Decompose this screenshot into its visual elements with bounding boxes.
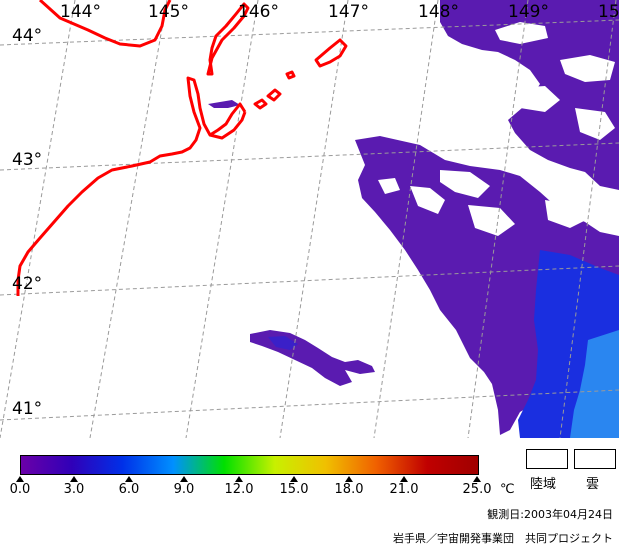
lat-label-41: 41°	[12, 399, 43, 419]
colorbar-tick-3	[70, 476, 78, 482]
lat-label-44: 44°	[12, 26, 43, 46]
parallel-42	[0, 265, 619, 296]
lon-label-148: 148°	[418, 2, 459, 22]
temperature-colorbar	[20, 455, 479, 475]
meridian-147	[279, 0, 349, 438]
parallel-41	[0, 389, 619, 421]
colorbar-label-18: 18.0	[334, 482, 364, 497]
colorbar-tick-6	[125, 476, 133, 482]
land-legend-label: 陸域	[530, 477, 557, 492]
sst-region-upper-right	[440, 0, 619, 190]
lon-label-150: 15	[598, 2, 619, 22]
lon-label-149: 149°	[508, 2, 549, 22]
cloud-gap-8	[545, 200, 590, 228]
hokkaido-east-cape	[209, 111, 247, 140]
cloud-legend-swatch	[574, 449, 616, 469]
meridian-150	[559, 0, 617, 438]
cloud-gap-5	[440, 170, 490, 198]
lon-label-147: 147°	[328, 2, 369, 22]
colorbar-label-12: 12.0	[224, 482, 254, 497]
colorbar-label-25: 25.0	[462, 482, 492, 497]
cloud-gap-1	[495, 22, 548, 44]
sst-region-small-core	[268, 336, 298, 350]
meridian-149	[467, 0, 529, 438]
colorbar-tick-9	[180, 476, 188, 482]
sea-surface-temperature-layer	[208, 0, 619, 438]
parallel-43	[0, 142, 619, 171]
meridian-148	[373, 0, 439, 438]
lon-label-146: 146°	[238, 2, 279, 22]
kunashiri-islet-3	[285, 70, 296, 80]
colorbar-tick-0	[16, 476, 24, 482]
colorbar-label-6: 6.0	[118, 482, 140, 497]
sst-region-nemuro-patch	[208, 100, 240, 108]
cloud-gap-7	[468, 205, 515, 236]
cloud-gap-6	[410, 186, 445, 214]
cloud-gap-3	[515, 86, 560, 112]
colorbar-label-15: 15.0	[279, 482, 309, 497]
kunashiri-islet-2	[266, 88, 282, 102]
shiretoko-peninsula	[206, 2, 250, 76]
colorbar-tick-21	[400, 476, 408, 482]
colorbar-label-0: 0.0	[9, 482, 31, 497]
colorbar-tick-25	[473, 476, 481, 482]
coastline	[16, 0, 348, 296]
parallel-44	[0, 19, 619, 46]
colorbar-tick-18	[345, 476, 353, 482]
colorbar-label-21: 21.0	[389, 482, 419, 497]
kunashiri-islet-1	[253, 98, 268, 110]
credit-line: 岩手県／宇宙開発事業団 共同プロジェクト	[393, 532, 613, 545]
lon-label-145: 145°	[148, 2, 189, 22]
hokkaido-north-coast	[38, 0, 172, 48]
cloud-gap-4	[575, 108, 615, 140]
colorbar-label-3: 3.0	[63, 482, 85, 497]
land-legend-swatch	[526, 449, 568, 469]
meridian-146	[185, 0, 259, 438]
colorbar-label-9: 9.0	[173, 482, 195, 497]
lat-label-42: 42°	[12, 274, 43, 294]
cloud-legend-label: 雲	[586, 477, 600, 492]
sst-region-warm-peak	[570, 330, 619, 438]
observation-date: 観測日:2003年04月24日	[487, 508, 613, 521]
cloud-gap-2	[560, 55, 615, 82]
sst-map	[0, 0, 619, 438]
colorbar-tick-12	[235, 476, 243, 482]
cloud-gap-9	[378, 178, 400, 194]
graticule	[0, 0, 619, 438]
etorofu-island	[314, 38, 348, 68]
lat-label-43: 43°	[12, 150, 43, 170]
colorbar-unit: ℃	[500, 482, 515, 497]
lon-label-144: 144°	[60, 2, 101, 22]
colorbar-tick-15	[290, 476, 298, 482]
